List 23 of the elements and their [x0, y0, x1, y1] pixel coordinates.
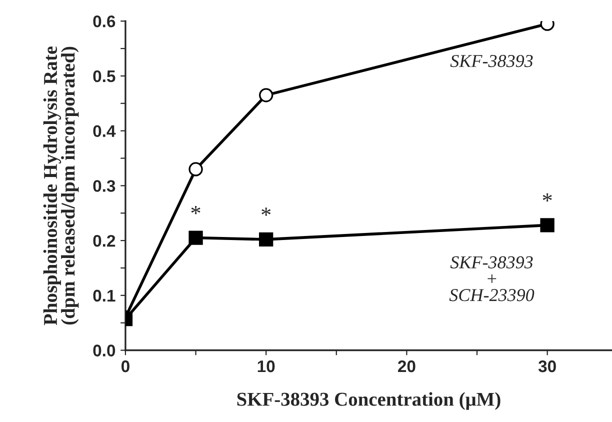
y-tick-label: 0.5 [93, 70, 116, 82]
point [540, 218, 554, 232]
y-tick-label: 0.1 [93, 290, 116, 302]
x-axis-title: SKF-38393 Concentration (μM) [237, 392, 500, 410]
y-axis-title: Phosphoinositide Hydrolysis Rate (dpm released/dpm incorporated) [43, 46, 79, 326]
x-tick-label: 0 [121, 360, 130, 372]
series-label: SKF-38393 [450, 54, 533, 68]
annotation: * [542, 193, 552, 202]
point [188, 162, 203, 176]
point [258, 232, 274, 247]
x-tick-label: 10 [258, 360, 275, 372]
y-tick-label: 0.3 [93, 180, 116, 192]
point [258, 88, 274, 102]
x-tick-label: 20 [398, 360, 416, 372]
point [188, 230, 203, 245]
annotation: * [191, 206, 200, 214]
y-tick-label: 0.4 [93, 125, 116, 138]
series-label: SKF-38393 + SCH-23390 [449, 256, 534, 302]
text: 0.0 [93, 344, 116, 356]
x-tick-label: 30 [538, 360, 556, 372]
y-tick-label: 0.6 [93, 16, 116, 28]
y-tick-label: 0.2 [93, 234, 116, 247]
annotation: * [262, 208, 271, 216]
